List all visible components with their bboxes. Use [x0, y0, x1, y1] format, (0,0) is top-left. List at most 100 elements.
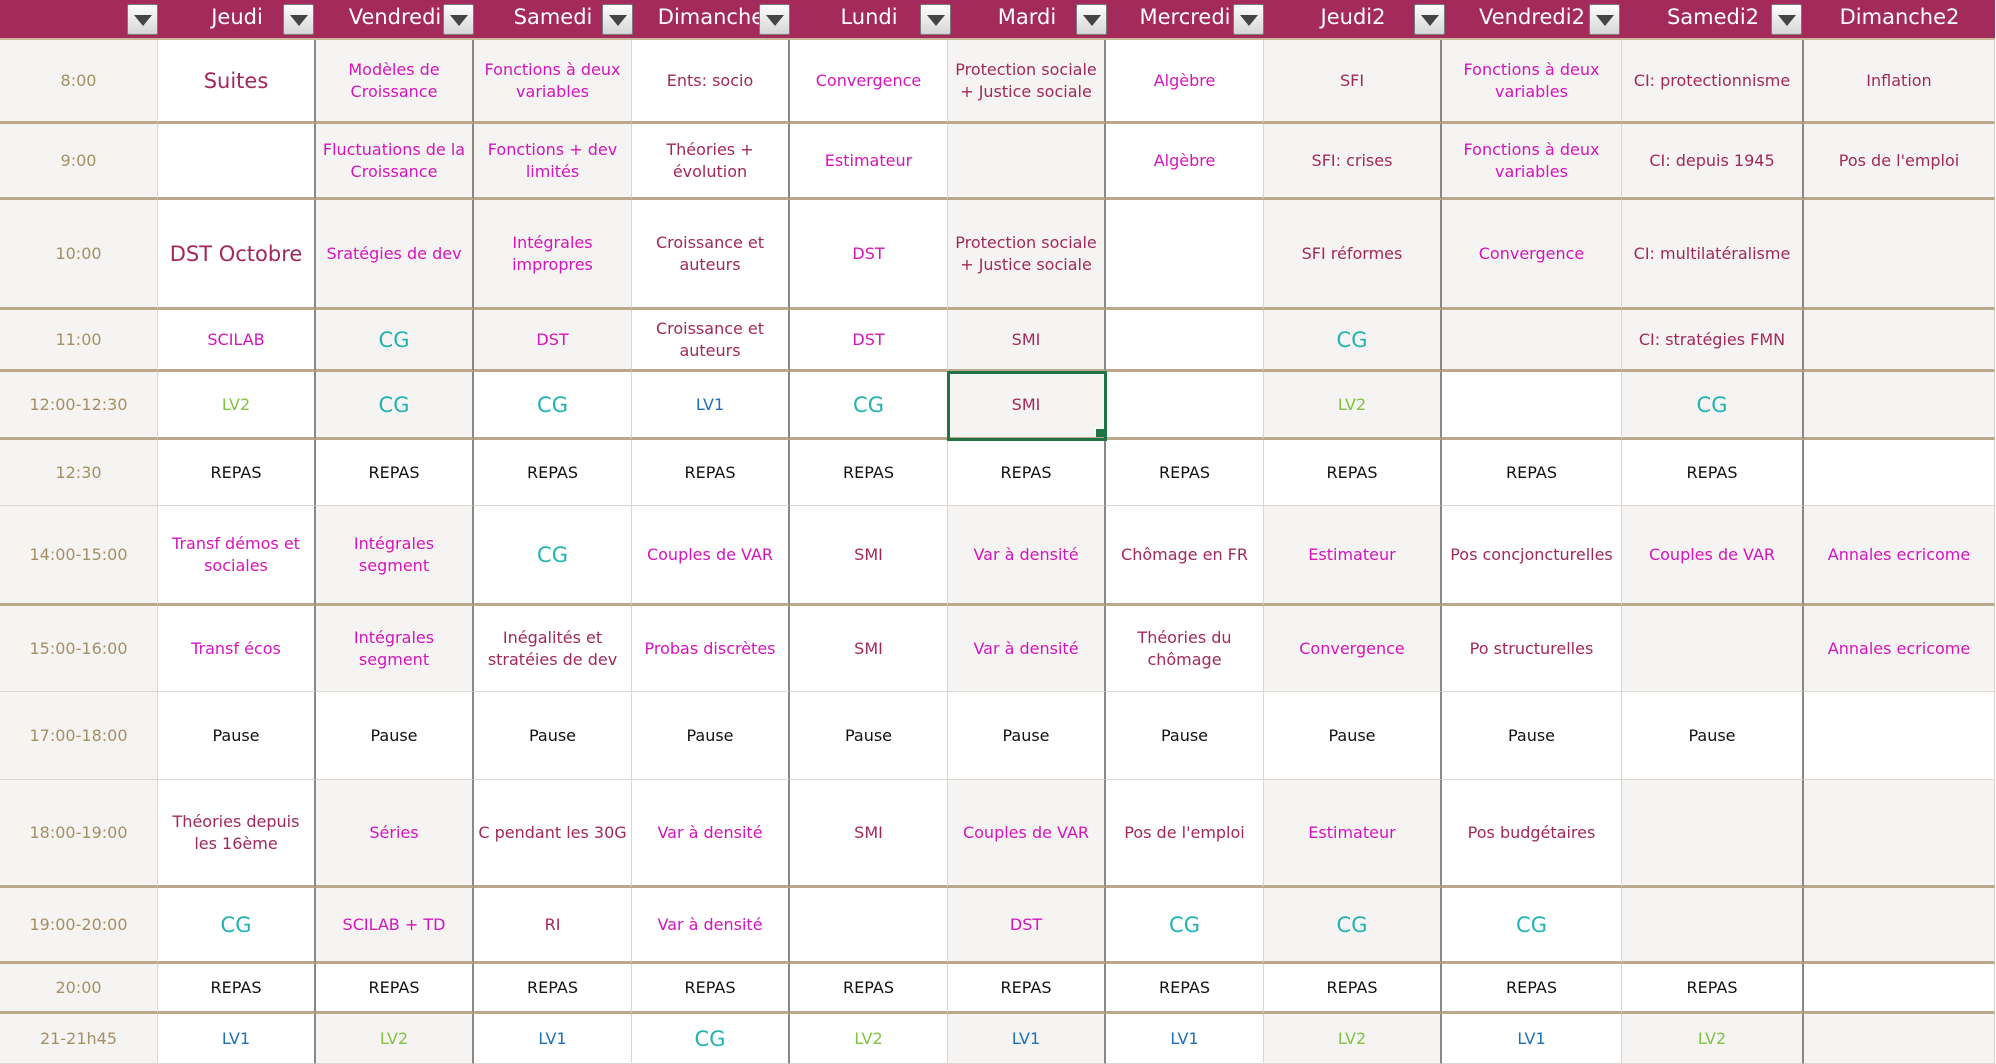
schedule-cell-samedi2-15-00-16-00[interactable] — [1622, 606, 1804, 692]
schedule-cell-samedi2-12-00-12-30[interactable]: CG — [1622, 372, 1804, 440]
schedule-cell-jeudi2-10-00[interactable]: SFI réformes — [1264, 200, 1442, 310]
schedule-cell-mercredi-19-00-20-00[interactable]: CG — [1106, 888, 1264, 964]
schedule-cell-mercredi-17-00-18-00[interactable]: Pause — [1106, 692, 1264, 780]
schedule-cell-mercredi-8-00[interactable]: Algèbre — [1106, 40, 1264, 124]
schedule-cell-mercredi-21-21h45[interactable]: LV1 — [1106, 1014, 1264, 1064]
schedule-cell-dimanche2-11-00[interactable] — [1804, 310, 1995, 372]
schedule-cell-jeudi2-12-30[interactable]: REPAS — [1264, 440, 1442, 506]
schedule-cell-dimanche2-12-30[interactable] — [1804, 440, 1995, 506]
schedule-cell-vendredi-21-21h45[interactable]: LV2 — [316, 1014, 474, 1064]
schedule-cell-jeudi2-14-00-15-00[interactable]: Estimateur — [1264, 506, 1442, 606]
schedule-cell-samedi2-21-21h45[interactable]: LV2 — [1622, 1014, 1804, 1064]
schedule-cell-mardi-9-00[interactable] — [948, 124, 1106, 200]
schedule-cell-mardi-10-00[interactable]: Protection sociale + Justice sociale — [948, 200, 1106, 310]
schedule-cell-samedi2-8-00[interactable]: CI: protectionnisme — [1622, 40, 1804, 124]
schedule-cell-vendredi-14-00-15-00[interactable]: Intégrales segment — [316, 506, 474, 606]
schedule-cell-jeudi-10-00[interactable]: DST Octobre — [158, 200, 316, 310]
schedule-cell-samedi-10-00[interactable]: Intégrales impropres — [474, 200, 632, 310]
schedule-cell-jeudi2-17-00-18-00[interactable]: Pause — [1264, 692, 1442, 780]
time-cell[interactable]: 12:30 — [0, 440, 158, 506]
schedule-cell-vendredi-12-30[interactable]: REPAS — [316, 440, 474, 506]
schedule-cell-jeudi-18-00-19-00[interactable]: Théories depuis les 16ème — [158, 780, 316, 888]
schedule-cell-dimanche-8-00[interactable]: Ents: socio — [632, 40, 790, 124]
time-cell[interactable]: 10:00 — [0, 200, 158, 310]
schedule-cell-vendredi2-17-00-18-00[interactable]: Pause — [1442, 692, 1622, 780]
schedule-cell-lundi-15-00-16-00[interactable]: SMI — [790, 606, 948, 692]
time-cell[interactable]: 14:00-15:00 — [0, 506, 158, 606]
schedule-cell-dimanche2-10-00[interactable] — [1804, 200, 1995, 310]
schedule-cell-lundi-8-00[interactable]: Convergence — [790, 40, 948, 124]
time-cell[interactable]: 21-21h45 — [0, 1014, 158, 1064]
schedule-cell-lundi-10-00[interactable]: DST — [790, 200, 948, 310]
filter-dropdown-icon[interactable] — [283, 4, 314, 35]
schedule-cell-dimanche-12-30[interactable]: REPAS — [632, 440, 790, 506]
schedule-cell-samedi-12-00-12-30[interactable]: CG — [474, 372, 632, 440]
schedule-cell-jeudi2-12-00-12-30[interactable]: LV2 — [1264, 372, 1442, 440]
schedule-cell-lundi-14-00-15-00[interactable]: SMI — [790, 506, 948, 606]
schedule-cell-samedi2-14-00-15-00[interactable]: Couples de VAR — [1622, 506, 1804, 606]
schedule-cell-vendredi-12-00-12-30[interactable]: CG — [316, 372, 474, 440]
schedule-cell-lundi-9-00[interactable]: Estimateur — [790, 124, 948, 200]
schedule-cell-dimanche-19-00-20-00[interactable]: Var à densité — [632, 888, 790, 964]
schedule-cell-jeudi-8-00[interactable]: Suites — [158, 40, 316, 124]
schedule-cell-mercredi-9-00[interactable]: Algèbre — [1106, 124, 1264, 200]
schedule-cell-dimanche-12-00-12-30[interactable]: LV1 — [632, 372, 790, 440]
schedule-cell-jeudi2-19-00-20-00[interactable]: CG — [1264, 888, 1442, 964]
schedule-cell-mercredi-12-00-12-30[interactable] — [1106, 372, 1264, 440]
schedule-cell-mercredi-12-30[interactable]: REPAS — [1106, 440, 1264, 506]
schedule-cell-vendredi-19-00-20-00[interactable]: SCILAB + TD — [316, 888, 474, 964]
schedule-cell-dimanche2-21-21h45[interactable] — [1804, 1014, 1995, 1064]
time-cell[interactable]: 11:00 — [0, 310, 158, 372]
time-cell[interactable]: 8:00 — [0, 40, 158, 124]
schedule-cell-dimanche-21-21h45[interactable]: CG — [632, 1014, 790, 1064]
filter-dropdown-icon[interactable] — [127, 4, 158, 35]
time-cell[interactable]: 20:00 — [0, 964, 158, 1014]
time-cell[interactable]: 12:00-12:30 — [0, 372, 158, 440]
filter-dropdown-icon[interactable] — [1589, 4, 1620, 35]
schedule-cell-samedi2-9-00[interactable]: CI: depuis 1945 — [1622, 124, 1804, 200]
schedule-cell-dimanche-11-00[interactable]: Croissance et auteurs — [632, 310, 790, 372]
time-cell[interactable]: 15:00-16:00 — [0, 606, 158, 692]
schedule-cell-mercredi-15-00-16-00[interactable]: Théories du chômage — [1106, 606, 1264, 692]
schedule-cell-vendredi2-15-00-16-00[interactable]: Po structurelles — [1442, 606, 1622, 692]
schedule-cell-mercredi-18-00-19-00[interactable]: Pos de l'emploi — [1106, 780, 1264, 888]
schedule-cell-samedi2-11-00[interactable]: CI: stratégies FMN — [1622, 310, 1804, 372]
schedule-cell-jeudi-12-30[interactable]: REPAS — [158, 440, 316, 506]
schedule-cell-jeudi-12-00-12-30[interactable]: LV2 — [158, 372, 316, 440]
schedule-cell-samedi2-12-30[interactable]: REPAS — [1622, 440, 1804, 506]
schedule-cell-vendredi2-18-00-19-00[interactable]: Pos budgétaires — [1442, 780, 1622, 888]
schedule-cell-samedi-8-00[interactable]: Fonctions à deux variables — [474, 40, 632, 124]
schedule-cell-vendredi2-14-00-15-00[interactable]: Pos concjoncturelles — [1442, 506, 1622, 606]
schedule-cell-samedi2-20-00[interactable]: REPAS — [1622, 964, 1804, 1014]
schedule-cell-mercredi-10-00[interactable] — [1106, 200, 1264, 310]
schedule-cell-jeudi-14-00-15-00[interactable]: Transf démos et sociales — [158, 506, 316, 606]
schedule-cell-lundi-20-00[interactable]: REPAS — [790, 964, 948, 1014]
schedule-cell-dimanche-9-00[interactable]: Théories + évolution — [632, 124, 790, 200]
filter-dropdown-icon[interactable] — [920, 4, 951, 35]
schedule-cell-samedi-9-00[interactable]: Fonctions + dev limités — [474, 124, 632, 200]
schedule-cell-lundi-11-00[interactable]: DST — [790, 310, 948, 372]
schedule-cell-samedi-14-00-15-00[interactable]: CG — [474, 506, 632, 606]
schedule-cell-lundi-19-00-20-00[interactable] — [790, 888, 948, 964]
schedule-cell-mercredi-14-00-15-00[interactable]: Chômage en FR — [1106, 506, 1264, 606]
schedule-cell-vendredi2-10-00[interactable]: Convergence — [1442, 200, 1622, 310]
schedule-cell-samedi-19-00-20-00[interactable]: RI — [474, 888, 632, 964]
schedule-cell-dimanche2-15-00-16-00[interactable]: Annales ecricome — [1804, 606, 1995, 692]
schedule-cell-vendredi-15-00-16-00[interactable]: Intégrales segment — [316, 606, 474, 692]
schedule-cell-dimanche-14-00-15-00[interactable]: Couples de VAR — [632, 506, 790, 606]
schedule-cell-samedi-11-00[interactable]: DST — [474, 310, 632, 372]
schedule-cell-dimanche2-14-00-15-00[interactable]: Annales ecricome — [1804, 506, 1995, 606]
schedule-cell-vendredi2-21-21h45[interactable]: LV1 — [1442, 1014, 1622, 1064]
schedule-cell-mardi-21-21h45[interactable]: LV1 — [948, 1014, 1106, 1064]
schedule-cell-samedi-12-30[interactable]: REPAS — [474, 440, 632, 506]
schedule-cell-mardi-12-30[interactable]: REPAS — [948, 440, 1106, 506]
schedule-cell-vendredi2-8-00[interactable]: Fonctions à deux variables — [1442, 40, 1622, 124]
schedule-cell-mercredi-20-00[interactable]: REPAS — [1106, 964, 1264, 1014]
time-cell[interactable]: 17:00-18:00 — [0, 692, 158, 780]
schedule-cell-dimanche-20-00[interactable]: REPAS — [632, 964, 790, 1014]
schedule-cell-lundi-18-00-19-00[interactable]: SMI — [790, 780, 948, 888]
schedule-cell-vendredi-17-00-18-00[interactable]: Pause — [316, 692, 474, 780]
schedule-cell-dimanche-17-00-18-00[interactable]: Pause — [632, 692, 790, 780]
time-cell[interactable]: 19:00-20:00 — [0, 888, 158, 964]
schedule-cell-samedi2-10-00[interactable]: CI: multilatéralisme — [1622, 200, 1804, 310]
